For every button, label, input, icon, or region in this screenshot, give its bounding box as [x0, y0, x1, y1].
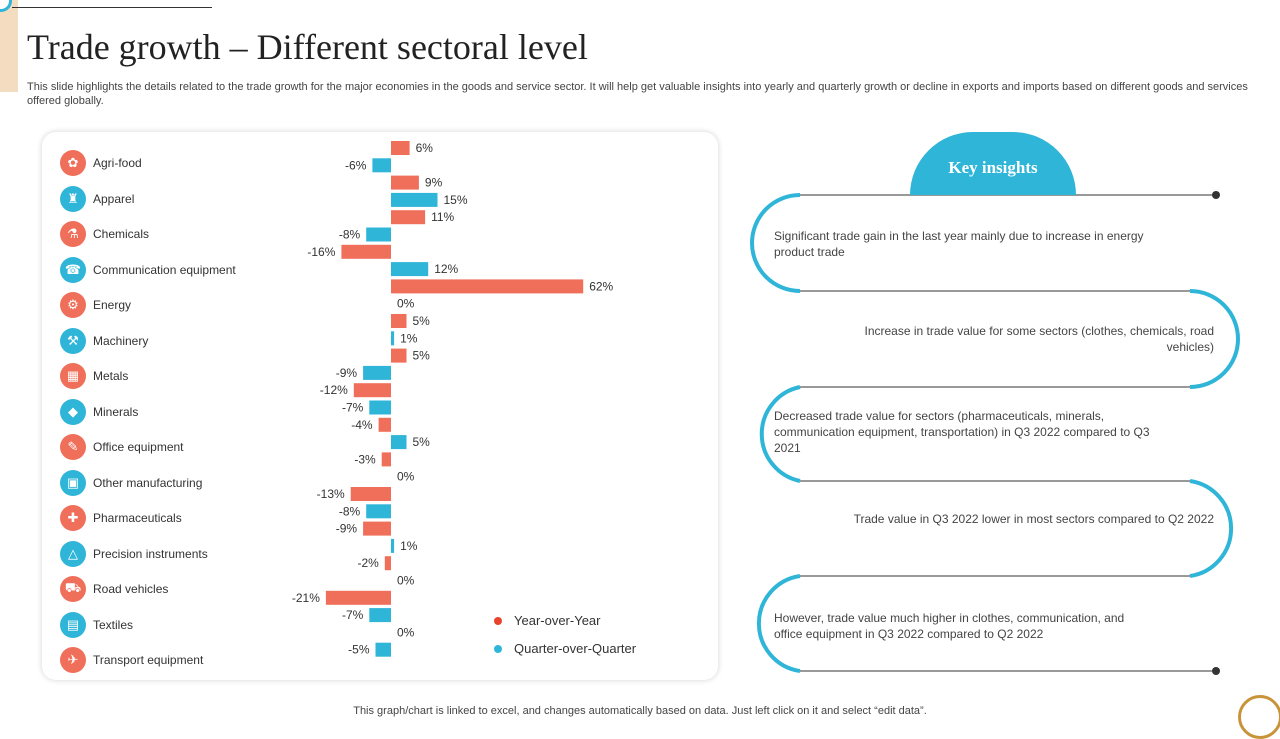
- corner-accent-bar: [0, 0, 18, 92]
- sector-label: Office equipment: [93, 440, 184, 454]
- textiles-icon: ▤: [60, 611, 86, 638]
- page-title: Trade growth – Different sectoral level: [27, 27, 588, 67]
- sector-label: Communication equipment: [93, 262, 236, 277]
- legend-qoq-label: Quarter-over-Quarter: [514, 641, 637, 656]
- key-insights-title: Key insights: [948, 158, 1038, 177]
- insight-5: However, trade value much higher in clot…: [774, 611, 1125, 641]
- legend-qoq[interactable]: Quarter-over-Quarter: [494, 641, 636, 656]
- key-insights-badge: [910, 132, 1076, 195]
- insight-1: Significant trade gain in the last year …: [774, 229, 1144, 259]
- precision-instruments-icon: △: [60, 540, 86, 567]
- sector-item: ⚒ Machinery: [60, 327, 148, 355]
- machinery-icon: ⚒: [60, 327, 86, 354]
- legend-yoy[interactable]: Year-over-Year: [494, 613, 600, 628]
- sector-item: ☎ Communication equipment: [60, 256, 236, 284]
- sector-label: Agri-food: [93, 156, 142, 170]
- top-rule: [12, 7, 212, 8]
- sector-item: ♜ Apparel: [60, 185, 134, 213]
- pharmaceuticals-icon: ✚: [60, 505, 86, 531]
- communication-icon: ☎: [60, 256, 86, 283]
- footer-note: This graph/chart is linked to excel, and…: [353, 705, 927, 717]
- sector-item: ✎ Office equipment: [60, 433, 184, 461]
- sector-label: Energy: [93, 298, 132, 312]
- page-subtitle: This slide highlights the details relate…: [27, 81, 1248, 107]
- sector-item: ▤ Textiles: [60, 611, 133, 639]
- sector-label: Transport equipment: [93, 653, 204, 667]
- metals-icon: ▦: [60, 363, 86, 389]
- insights-top-dot-icon: [1212, 191, 1220, 199]
- chemicals-icon: ⚗: [60, 221, 86, 247]
- sector-label: Apparel: [93, 191, 135, 206]
- sector-item: ✚ Pharmaceuticals: [60, 504, 182, 532]
- office-equipment-icon: ✎: [60, 434, 86, 460]
- agri-food-icon: ✿: [60, 150, 86, 176]
- sector-label: Minerals: [93, 404, 139, 419]
- sector-item: ▦ Metals: [60, 362, 128, 390]
- sector-item: ✿ Agri-food: [60, 149, 142, 177]
- sector-label: Other manufacturing: [93, 475, 203, 490]
- transport-equipment-icon: ✈: [60, 647, 86, 673]
- sector-item: ⛟ Road vehicles: [60, 575, 168, 603]
- road-vehicles-icon: ⛟: [60, 576, 86, 602]
- sector-item: ▣ Other manufacturing: [60, 469, 202, 497]
- apparel-icon: ♜: [60, 185, 86, 212]
- sector-label: Pharmaceuticals: [93, 511, 182, 525]
- sector-item: ◆ Minerals: [60, 398, 138, 426]
- energy-icon: ⚙: [60, 292, 86, 318]
- manufacturing-icon: ▣: [60, 469, 86, 496]
- insights-bottom-dot-icon: [1212, 667, 1220, 675]
- sector-label: Chemicals: [93, 227, 150, 241]
- sector-label: Road vehicles: [93, 582, 169, 596]
- sector-label: Precision instruments: [93, 546, 208, 561]
- insight-4: Trade value in Q3 2022 lower in most sec…: [853, 512, 1214, 526]
- sector-label: Machinery: [93, 333, 149, 348]
- legend-yoy-label: Year-over-Year: [514, 613, 601, 628]
- insight-2: Increase in trade value for some sectors…: [864, 324, 1215, 354]
- sector-label: Textiles: [93, 617, 134, 632]
- corner-ring-icon: [1238, 695, 1280, 739]
- sector-item: ✈ Transport equipment: [60, 646, 203, 674]
- sector-item: ⚗ Chemicals: [60, 220, 149, 248]
- insight-3: Decreased trade value for sectors (pharm…: [774, 409, 1150, 455]
- sector-item: △ Precision instruments: [60, 540, 208, 568]
- sector-item: ⚙ Energy: [60, 291, 131, 319]
- minerals-icon: ◆: [60, 398, 86, 425]
- legend-qoq-dot-icon: [494, 644, 502, 653]
- sector-label: Metals: [93, 369, 129, 383]
- legend-yoy-dot-icon: [494, 616, 502, 625]
